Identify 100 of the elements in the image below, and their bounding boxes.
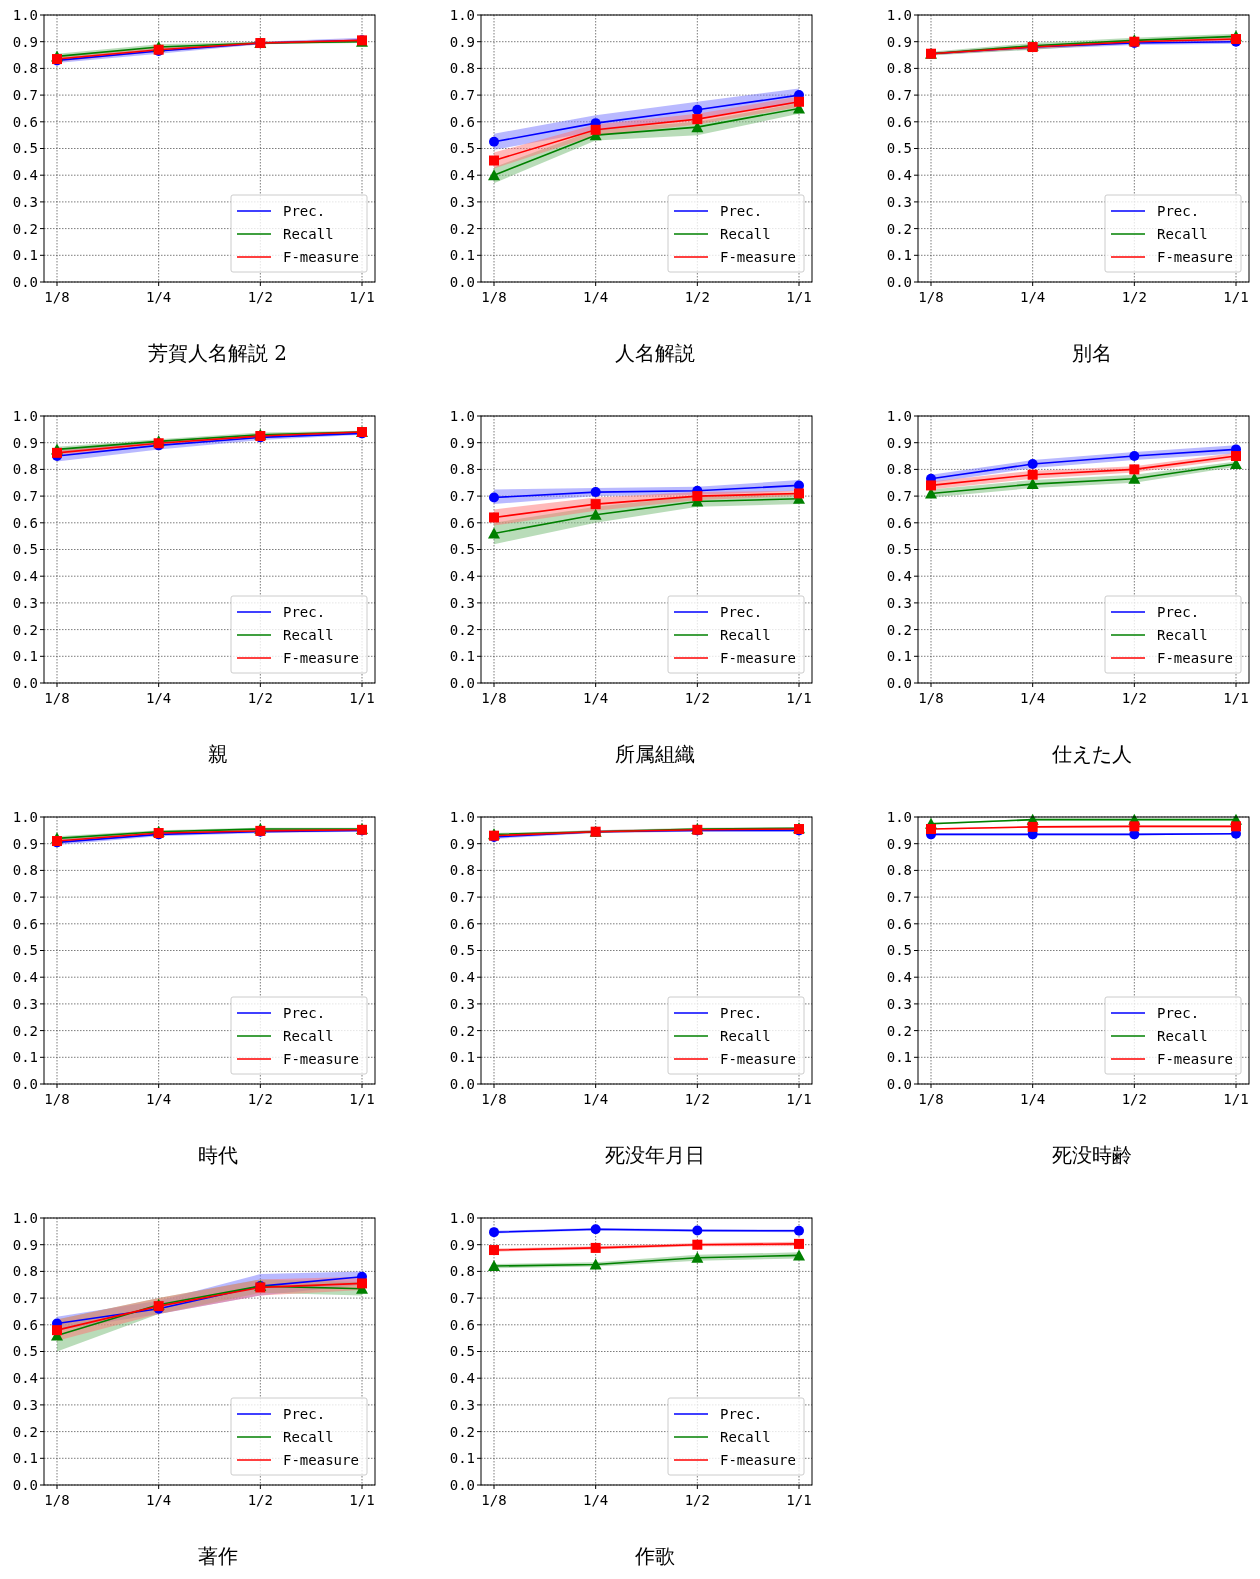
y-tick-label: 0.9 (12, 33, 38, 50)
text: 別名 (1071, 341, 1112, 365)
legend-label: F-measure (283, 1050, 359, 1067)
y-tick-label: 0.8 (886, 60, 912, 77)
y-tick-label: 0.2 (12, 621, 38, 638)
x-tick-label: 1/2 (1121, 289, 1147, 305)
y-tick-label: 0.5 (886, 541, 912, 558)
y-tick-label: 0.6 (12, 113, 38, 130)
x-tick-label: 1/4 (146, 289, 172, 305)
x-tick-label: 1/1 (786, 1091, 812, 1107)
y-tick-label: 0.2 (449, 220, 475, 237)
x-tick-label: 1/2 (1121, 690, 1147, 706)
y-tick-label: 0.5 (886, 140, 912, 157)
y-tick-label: 0.4 (12, 969, 38, 986)
y-tick-label: 0.0 (12, 1075, 38, 1092)
y-tick-label: 0.4 (886, 167, 912, 184)
legend-label: Prec. (1157, 603, 1200, 620)
legend-label: Prec. (283, 1004, 326, 1021)
y-tick-label: 0.8 (12, 862, 38, 879)
legend-label: Recall (1157, 626, 1208, 643)
x-tick-label: 1/1 (786, 1492, 812, 1508)
y-tick-label: 1.0 (886, 808, 912, 825)
y-tick-label: 0.8 (449, 60, 475, 77)
legend-label: Recall (283, 626, 334, 643)
x-tick-label: 1/1 (1223, 289, 1249, 305)
legend-label: Recall (283, 1027, 334, 1044)
text: 死没年月日 (604, 1143, 705, 1167)
y-tick-label: 0.2 (12, 220, 38, 237)
y-tick-label: 0.4 (12, 167, 38, 184)
y-tick-label: 0.8 (12, 1263, 38, 1280)
y-tick-label: 0.8 (449, 461, 475, 478)
x-tick-label: 1/1 (1223, 1091, 1249, 1107)
x-tick-label: 1/4 (583, 289, 609, 305)
y-tick-label: 0.1 (886, 1049, 912, 1066)
y-tick-label: 0.0 (12, 674, 38, 691)
x-tick-label: 1/8 (44, 1492, 70, 1508)
y-tick-label: 1.0 (886, 407, 912, 424)
text: 親 (207, 742, 228, 766)
y-tick-label: 0.7 (12, 1290, 38, 1306)
y-tick-label: 0.9 (12, 434, 38, 451)
legend-label: F-measure (1157, 649, 1233, 666)
y-tick-label: 0.7 (886, 87, 912, 103)
legend-label: Recall (720, 1027, 771, 1044)
y-tick-label: 0.0 (886, 1075, 912, 1092)
y-tick-label: 0.9 (449, 835, 475, 852)
y-tick-label: 0.7 (449, 889, 475, 905)
y-tick-label: 0.5 (449, 942, 475, 959)
y-tick-label: 0.5 (12, 942, 38, 959)
y-tick-label: 0.1 (12, 247, 38, 264)
x-tick-label: 1/1 (1223, 690, 1249, 706)
y-tick-label: 0.8 (886, 461, 912, 478)
x-tick-label: 1/2 (247, 289, 273, 305)
y-tick-label: 0.1 (12, 648, 38, 665)
x-tick-label: 1/4 (146, 690, 172, 706)
y-tick-label: 0.4 (449, 1370, 475, 1387)
x-tick-label: 1/8 (918, 1091, 944, 1107)
x-tick-label: 1/4 (146, 1091, 172, 1107)
y-tick-label: 0.3 (12, 1396, 38, 1413)
y-tick-label: 0.5 (12, 541, 38, 558)
y-tick-label: 0.2 (886, 1022, 912, 1039)
legend-label: F-measure (720, 649, 796, 666)
y-tick-label: 0.9 (449, 434, 475, 451)
text: 芳賀人名解説 2 (147, 341, 288, 365)
x-tick-label: 1/2 (684, 690, 710, 706)
x-tick-label: 1/2 (1121, 1091, 1147, 1107)
text: 作歌 (633, 1544, 675, 1568)
x-tick-label: 1/2 (684, 1492, 710, 1508)
x-tick-label: 1/4 (583, 1091, 609, 1107)
y-tick-label: 0.9 (886, 33, 912, 50)
x-tick-label: 1/2 (247, 1091, 273, 1107)
y-tick-label: 0.3 (12, 995, 38, 1012)
y-tick-label: 0.2 (886, 220, 912, 237)
y-tick-label: 0.3 (12, 594, 38, 611)
text: 所属組織 (614, 742, 695, 766)
x-tick-label: 1/1 (349, 690, 375, 706)
y-tick-label: 0.6 (12, 915, 38, 932)
y-tick-label: 0.7 (12, 87, 38, 103)
x-tick-label: 1/4 (583, 690, 609, 706)
y-tick-label: 0.9 (886, 434, 912, 451)
y-tick-label: 0.5 (449, 1343, 475, 1360)
y-tick-label: 1.0 (12, 407, 38, 424)
legend-label: F-measure (1157, 248, 1233, 265)
y-tick-label: 0.5 (12, 140, 38, 157)
y-tick-label: 0.3 (886, 995, 912, 1012)
legend-label: F-measure (720, 1050, 796, 1067)
text: 著作 (197, 1544, 238, 1568)
y-tick-label: 0.0 (886, 273, 912, 290)
text: 死没時齢 (1051, 1143, 1132, 1167)
text: 時代 (197, 1143, 238, 1167)
y-tick-label: 1.0 (886, 6, 912, 23)
y-tick-label: 0.1 (12, 1049, 38, 1066)
y-tick-label: 0.1 (449, 648, 475, 665)
y-tick-label: 0.4 (886, 969, 912, 986)
y-tick-label: 0.8 (12, 60, 38, 77)
legend-label: F-measure (720, 1451, 796, 1468)
legend-label: F-measure (1157, 1050, 1233, 1067)
y-tick-label: 0.6 (449, 514, 475, 531)
y-tick-label: 0.6 (12, 1316, 38, 1333)
y-tick-label: 0.0 (449, 1476, 475, 1493)
y-tick-label: 0.3 (886, 594, 912, 611)
